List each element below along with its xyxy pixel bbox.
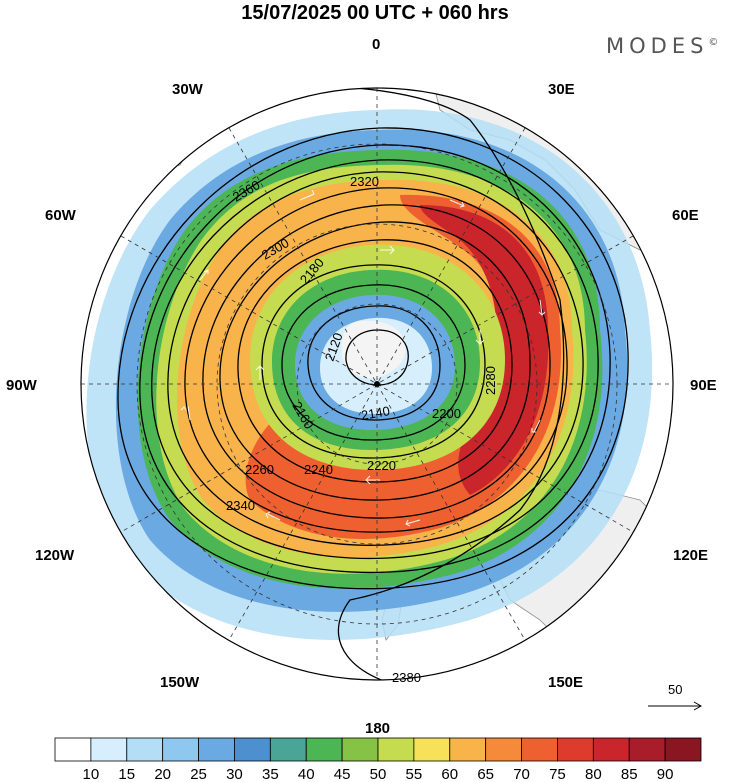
modes-logo: MODES© bbox=[606, 34, 718, 58]
colorbar-tick-label: 80 bbox=[585, 766, 602, 782]
chart-title: 15/07/2025 00 UTC + 060 hrs bbox=[241, 2, 509, 24]
colorbar-tick-label: 30 bbox=[226, 766, 243, 782]
colorbar-tick-label: 40 bbox=[298, 766, 315, 782]
contour-label-2140: 2140 bbox=[360, 403, 391, 423]
wind-vector-1 bbox=[299, 189, 315, 201]
wind-scale-arrow bbox=[648, 701, 703, 711]
colorbar-swatch bbox=[126, 737, 164, 762]
contour-label-2240: 2240 bbox=[304, 462, 333, 477]
pole-marker bbox=[374, 381, 380, 387]
colorbar-tick-label: 55 bbox=[406, 766, 423, 782]
colorbar-swatch bbox=[305, 737, 343, 762]
colorbar-swatch bbox=[341, 737, 379, 762]
wind-vector-2 bbox=[449, 199, 465, 208]
contour-2200 bbox=[237, 239, 513, 483]
longitude-labels: 0 30E 60E 90E 120E 150E 180 150W 120W 90… bbox=[6, 36, 717, 737]
contour-labels: 2120 2140 2160 2180 2200 2220 2240 2260 … bbox=[226, 174, 498, 685]
colorbar-tick-label: 50 bbox=[370, 766, 387, 782]
wind-vector-10 bbox=[475, 330, 485, 345]
contour-label-2320: 2320 bbox=[350, 174, 379, 189]
colorbar-swatch bbox=[664, 737, 702, 762]
lon-label-120e: 120E bbox=[673, 547, 708, 564]
contour-label-2220: 2220 bbox=[367, 458, 396, 473]
colorbar-swatch bbox=[557, 737, 594, 762]
contour-2380 bbox=[249, 88, 565, 680]
colorbar-tick-label: 75 bbox=[549, 766, 566, 782]
colorbar-swatch bbox=[269, 737, 307, 762]
wind-vector-11 bbox=[365, 475, 380, 485]
colorbar-tick-label: 90 bbox=[657, 766, 674, 782]
wind-vector-7 bbox=[180, 405, 191, 421]
lon-label-30w: 30W bbox=[172, 81, 204, 98]
meridian-30e-150w bbox=[228, 127, 526, 641]
colorbar-tick-label: 20 bbox=[154, 766, 171, 782]
contour-label-2280: 2280 bbox=[483, 366, 498, 395]
contour-2160 bbox=[281, 284, 466, 441]
lon-label-120w: 120W bbox=[35, 547, 75, 564]
contour-2340 bbox=[139, 144, 611, 574]
colorbar-tick-label: 35 bbox=[262, 766, 279, 782]
colorbar-swatch bbox=[377, 737, 415, 762]
colorbar-swatch bbox=[198, 737, 235, 762]
colorbar-tick-label: 65 bbox=[477, 766, 494, 782]
colorbar-swatch bbox=[628, 737, 666, 762]
wind-vector-9 bbox=[380, 245, 395, 255]
map-field bbox=[81, 88, 673, 680]
lon-label-60w: 60W bbox=[45, 207, 77, 224]
wind-vectors bbox=[180, 189, 546, 527]
brand-text: MODES bbox=[606, 34, 709, 58]
contour-2220 bbox=[219, 221, 531, 501]
wind-band-80 bbox=[420, 205, 549, 495]
colorbar-tick-label: 60 bbox=[441, 766, 458, 782]
contour-label-2380: 2380 bbox=[392, 670, 421, 685]
colorbar-labels: 10 15 20 25 30 35 40 45 50 55 60 65 70 75 80 85 90 bbox=[83, 766, 674, 782]
colorbar-swatch bbox=[592, 737, 630, 762]
contour-2280 bbox=[167, 171, 584, 546]
wind-vector-3 bbox=[538, 299, 546, 316]
lon-label-150w: 150W bbox=[160, 674, 200, 691]
colorbar-tick-label: 15 bbox=[118, 766, 135, 782]
colorbar-tick-label: 70 bbox=[513, 766, 530, 782]
colorbar-tick-label: 10 bbox=[83, 766, 100, 782]
lon-label-150e: 150E bbox=[548, 674, 583, 691]
lon-label-90w: 90W bbox=[6, 377, 38, 394]
colorbar-swatch bbox=[449, 737, 487, 762]
lon-label-0: 0 bbox=[372, 36, 380, 53]
colorbar-swatch bbox=[413, 737, 451, 762]
lon-label-60e: 60E bbox=[672, 207, 699, 224]
wind-scale-label: 50 bbox=[668, 682, 682, 697]
lon-label-30e: 30E bbox=[548, 81, 575, 98]
colorbar-tick-label: 85 bbox=[621, 766, 638, 782]
lon-label-90e: 90E bbox=[690, 377, 717, 394]
colorbar-swatch bbox=[162, 737, 199, 762]
wind-vector-12 bbox=[255, 365, 265, 380]
colorbar-tick-label: 25 bbox=[190, 766, 207, 782]
colorbar-swatch bbox=[54, 737, 92, 762]
colorbar bbox=[54, 737, 702, 762]
contour-2180 bbox=[261, 264, 486, 459]
contour-label-2200: 2200 bbox=[432, 406, 461, 421]
colorbar-swatch bbox=[485, 737, 522, 762]
lon-label-180: 180 bbox=[365, 720, 390, 737]
contour-label-2260: 2260 bbox=[245, 462, 274, 477]
wind-vector-5 bbox=[405, 519, 421, 527]
wind-vector-6 bbox=[265, 511, 281, 521]
map-boundary bbox=[80, 87, 674, 681]
colorbar-swatch bbox=[521, 737, 558, 762]
brand-mark: © bbox=[708, 37, 719, 48]
colorbar-swatch bbox=[234, 737, 271, 762]
colorbar-tick-label: 45 bbox=[334, 766, 351, 782]
colorbar-swatch bbox=[90, 737, 128, 762]
contour-label-2340: 2340 bbox=[226, 498, 255, 513]
geopotential-contours bbox=[81, 88, 629, 680]
contour-2320 bbox=[151, 159, 599, 560]
contour-2260 bbox=[184, 187, 568, 533]
meridian-30w-150e bbox=[228, 127, 526, 641]
contour-2140 bbox=[307, 305, 441, 421]
wind-vector-8 bbox=[199, 269, 209, 281]
meridian-60e-120w bbox=[120, 235, 634, 533]
meridian-60w-120e bbox=[120, 235, 634, 533]
wind-vector-4 bbox=[531, 419, 541, 433]
